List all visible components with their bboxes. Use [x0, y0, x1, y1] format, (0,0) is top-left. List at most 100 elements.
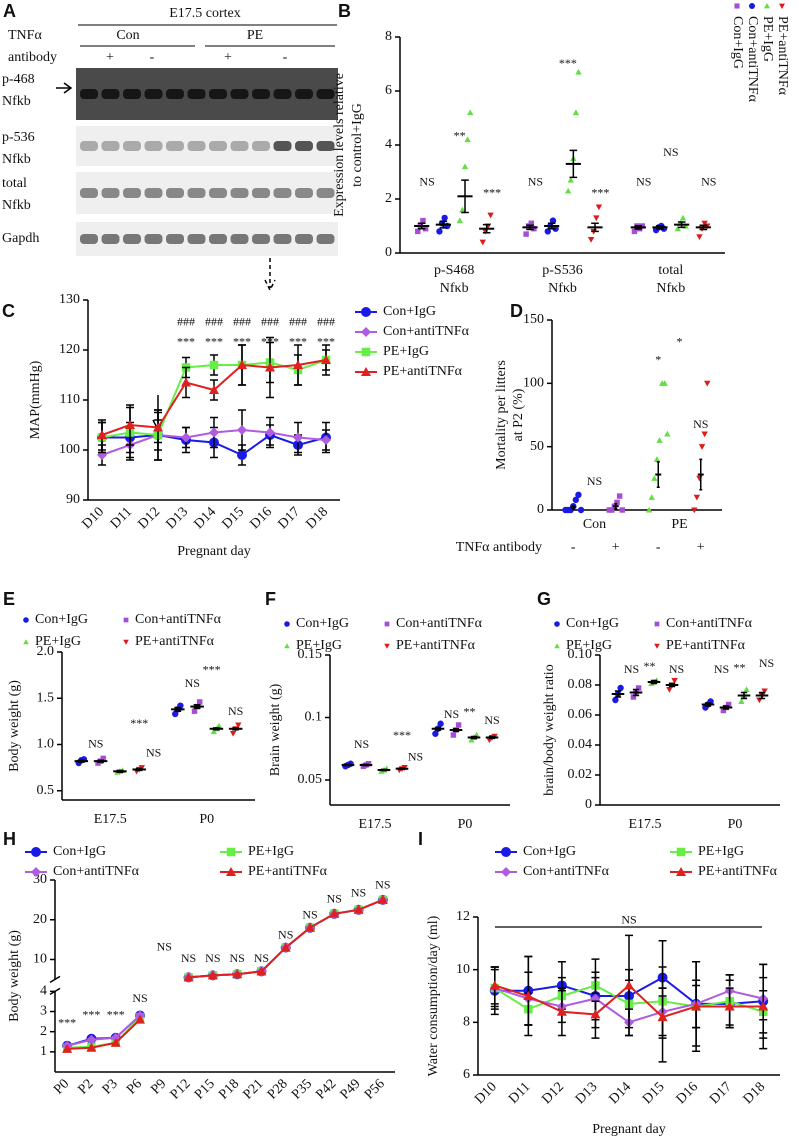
x-tick-label: D10	[472, 1079, 500, 1107]
x-tick-label: P3	[100, 1076, 121, 1097]
annotation: NS	[185, 676, 200, 690]
data-point	[482, 228, 489, 235]
y-tick-label: 0	[537, 502, 544, 517]
error-cap	[439, 220, 448, 229]
legend-label: Con+IgG	[523, 844, 576, 859]
data-point	[531, 225, 537, 232]
data-point	[321, 355, 331, 364]
data-point	[437, 720, 444, 727]
y-tick-label: 0.1	[305, 710, 323, 725]
blot-band	[209, 141, 227, 151]
y-tick-label: 100	[59, 442, 80, 457]
data-point	[464, 136, 471, 143]
data-point	[666, 686, 673, 693]
blot-strip	[76, 68, 338, 120]
annotation: NS	[354, 737, 369, 751]
blot-band	[101, 188, 120, 198]
annotation: NS	[663, 145, 678, 159]
data-point	[523, 991, 534, 1000]
data-point	[280, 942, 291, 952]
error-cap	[322, 344, 330, 376]
error-cap	[722, 705, 730, 710]
annotation: ###	[261, 314, 279, 328]
x-tick-label: D15	[640, 1079, 668, 1107]
blot-antibody: antibody	[8, 50, 57, 65]
error-cap	[97, 759, 104, 763]
error-cap	[571, 504, 575, 511]
blot-sign: +	[224, 50, 232, 65]
y-tick-label: 4	[385, 137, 392, 152]
annotation: NS	[636, 175, 651, 189]
blot-band	[316, 234, 335, 244]
annotation: NS	[302, 908, 317, 922]
legend-marker	[23, 639, 29, 645]
annotation: NS	[228, 704, 243, 718]
data-point	[209, 427, 219, 438]
data-point	[656, 437, 663, 443]
annotation: *	[677, 335, 683, 349]
data-point	[235, 722, 242, 729]
error-cap	[668, 682, 676, 688]
y-axis-label: to control+IgG	[350, 103, 365, 187]
y-tick-label: 20	[33, 912, 47, 927]
legend-marker	[361, 307, 371, 317]
blot-band	[209, 188, 227, 198]
error-cap	[193, 703, 201, 710]
blot-band	[295, 188, 313, 198]
x-tick-label: D11	[108, 504, 135, 531]
error-cap	[417, 222, 426, 230]
x-tick-label: D16	[247, 504, 275, 532]
y-tick-label: 6	[463, 1067, 470, 1082]
annotation: ###	[317, 314, 335, 328]
blot-band	[295, 89, 313, 99]
data-point	[207, 970, 218, 980]
legend-marker	[226, 867, 236, 876]
legend-label: Con+IgG	[35, 612, 88, 627]
data-point	[489, 980, 500, 990]
blot-band	[144, 188, 163, 198]
error-cap	[213, 727, 220, 731]
error-cap	[656, 461, 660, 488]
blot-sign: +	[106, 50, 114, 65]
data-point	[181, 377, 191, 387]
blot-group: PE	[247, 28, 263, 43]
data-point	[181, 432, 191, 443]
blot-strip	[76, 222, 338, 256]
data-point	[674, 225, 681, 232]
data-point	[450, 732, 457, 738]
legend-label: Con+antiTNFα	[396, 616, 483, 631]
legend-marker	[384, 621, 390, 627]
data-point	[609, 507, 615, 513]
y-tick-label: 4	[40, 984, 47, 999]
blot-band	[273, 89, 292, 99]
y-axis-label: at P2 (%)	[511, 388, 526, 441]
data-point	[293, 432, 303, 443]
error-cap	[434, 726, 442, 731]
data-point	[691, 507, 698, 514]
data-point	[436, 228, 443, 235]
blot-group: Con	[116, 28, 139, 43]
annotation: NS	[693, 417, 708, 431]
y-tick-label: 150	[523, 312, 544, 327]
data-point	[616, 493, 623, 499]
annotation: NS	[587, 474, 602, 488]
x-tick-label: P49	[338, 1076, 364, 1102]
legend-label: PE+IgG	[296, 638, 342, 653]
x-tick-label: P35	[289, 1076, 315, 1102]
y-axis-label: Water consumption/day (ml)	[426, 915, 441, 1076]
data-point	[696, 475, 703, 482]
error-cap	[658, 939, 667, 1063]
error-cap	[266, 336, 274, 399]
blot-band	[144, 141, 163, 151]
error-cap	[699, 458, 703, 491]
x-tick-label: E17.5	[94, 812, 127, 827]
data-point	[209, 360, 219, 370]
annotation: *	[655, 352, 661, 366]
y-tick-label: 2	[40, 1024, 47, 1039]
x-tick-label: D13	[573, 1079, 601, 1107]
y-tick-label: 2.0	[37, 644, 55, 659]
annotation: ***	[203, 662, 221, 676]
blot-band	[273, 234, 292, 244]
x-tick-label: P12	[168, 1076, 194, 1102]
error-cap	[452, 728, 460, 732]
